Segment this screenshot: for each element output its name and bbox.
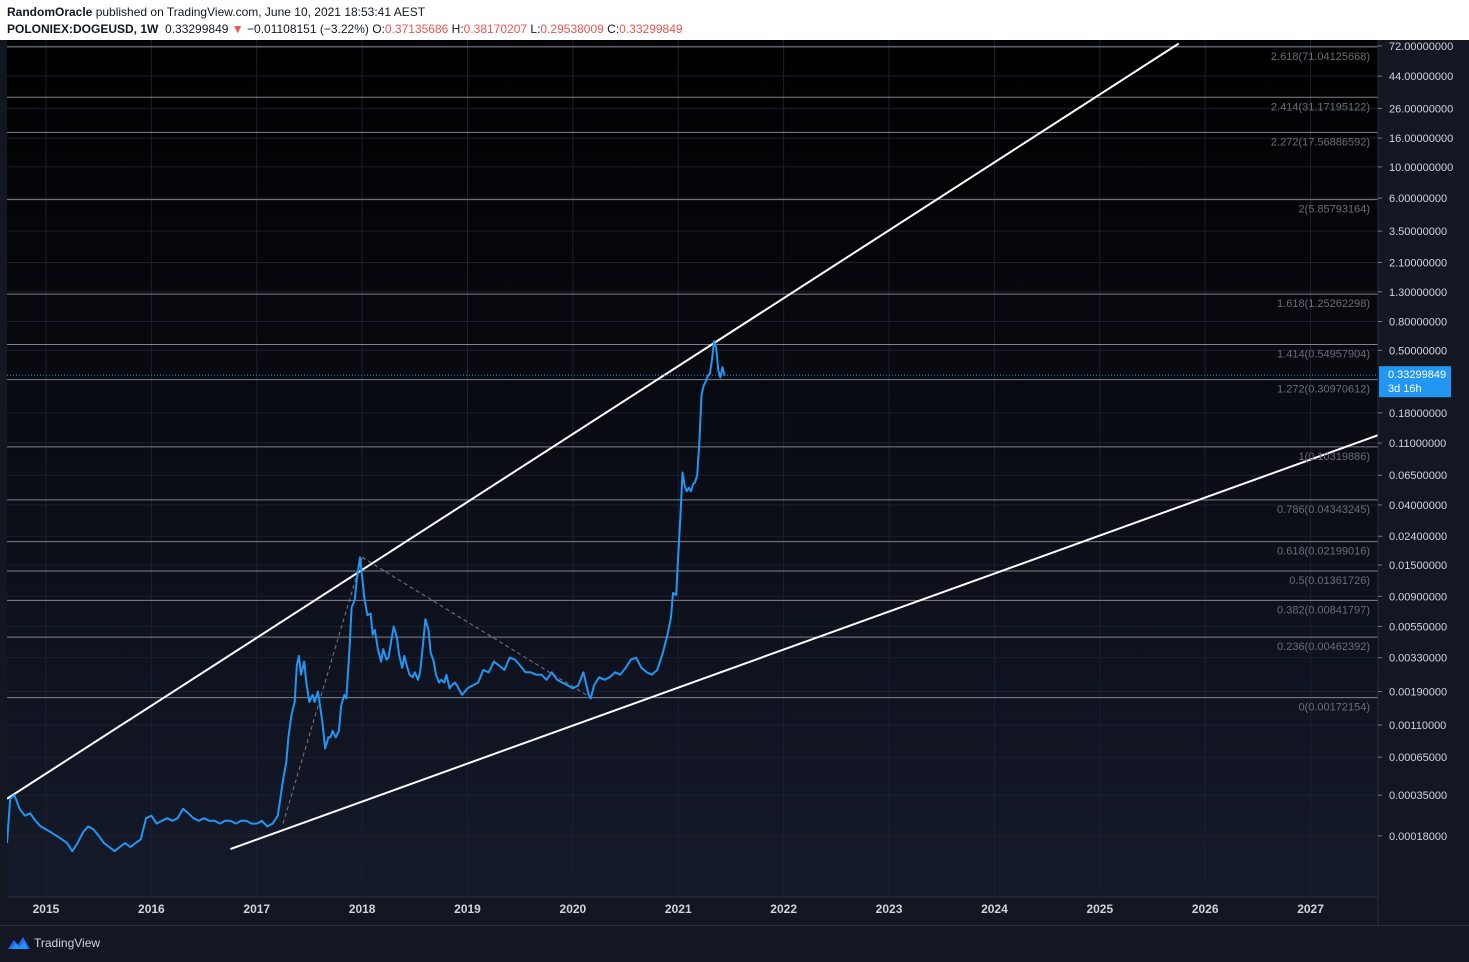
price-change: −0.01108151 (−3.22%) — [247, 22, 369, 36]
y-tick-label: 44.00000000 — [1389, 71, 1453, 83]
x-tick-label: 2022 — [770, 902, 797, 916]
x-tick-label: 2026 — [1192, 902, 1219, 916]
fib-level-label: 2.414(31.17195122) — [1271, 101, 1370, 113]
y-tick-label: 0.01500000 — [1389, 560, 1447, 572]
last-price: 0.33299849 — [165, 22, 229, 36]
fib-level-label: 0.618(0.02199016) — [1277, 546, 1370, 558]
fib-level-label: 0.786(0.04343245) — [1277, 504, 1370, 516]
x-tick-label: 2023 — [876, 902, 903, 916]
x-tick-label: 2017 — [243, 902, 270, 916]
fib-level-labels: 2.618(71.04125668) 2.414(31.17195122) 2.27… — [1271, 51, 1370, 714]
fib-level-label: 1.618(1.25262298) — [1277, 298, 1370, 310]
fib-level-label: 1(0.10319886) — [1298, 451, 1370, 463]
plot-area[interactable] — [7, 40, 1378, 897]
y-tick-label: 0.00110000 — [1389, 720, 1446, 732]
fib-level-label: 2.272(17.56886592) — [1271, 136, 1370, 148]
fib-guide-line — [361, 556, 592, 699]
trend-line[interactable] — [7, 42, 1180, 800]
y-tick-label: 0.04000000 — [1389, 500, 1447, 512]
high-value: 0.38170207 — [463, 22, 528, 36]
open-value: 0.37135686 — [384, 22, 449, 36]
ohlc-bar: POLONIEX:DOGEUSD, 1W 0.33299849 ▼ −0.011… — [7, 22, 683, 36]
open-label: O: — [372, 22, 385, 36]
y-tick-label: 1.30000000 — [1389, 287, 1447, 299]
low-value: 0.29538009 — [540, 22, 604, 36]
tradingview-logo-icon[interactable] — [8, 936, 30, 950]
trend-lines[interactable] — [7, 42, 1378, 851]
price-axis[interactable]: 72.00000000 44.00000000 26.00000000 16.0000… — [1378, 41, 1453, 843]
low-label: L: — [530, 22, 541, 36]
y-tick-label: 0.00018000 — [1389, 831, 1447, 843]
last-price-badge-value: 0.33299849 — [1388, 369, 1446, 381]
x-tick-label: 2018 — [349, 902, 376, 916]
y-tick-label: 26.00000000 — [1389, 103, 1453, 115]
fib-guide-line — [282, 557, 363, 824]
x-tick-label: 2025 — [1086, 902, 1113, 916]
y-tick-label: 0.02400000 — [1389, 531, 1447, 543]
y-tick-label: 0.80000000 — [1389, 317, 1447, 329]
fib-levels — [7, 46, 1378, 699]
y-tick-label: 2.10000000 — [1389, 257, 1447, 269]
published-text: published on TradingView.com, June 10, 2… — [92, 5, 426, 19]
x-tick-label: 2021 — [665, 902, 692, 916]
y-tick-label: 0.00190000 — [1389, 687, 1447, 699]
footer-bar: TradingView — [0, 925, 1469, 962]
y-tick-label: 72.00000000 — [1389, 41, 1453, 53]
fib-level-label: 1.272(0.30970612) — [1277, 384, 1370, 396]
y-tick-label: 16.00000000 — [1389, 133, 1453, 145]
y-tick-label: 0.00330000 — [1389, 653, 1447, 665]
y-tick-label: 0.06500000 — [1389, 470, 1447, 482]
bar-countdown: 3d 16h — [1388, 383, 1422, 395]
fib-level-label: 0(0.00172154) — [1298, 702, 1370, 714]
x-tick-label: 2024 — [981, 902, 1008, 916]
time-axis[interactable]: 2015 2016 2017 2018 2019 2020 2021 2022 2023 2024… — [33, 902, 1325, 916]
close-value: 0.33299849 — [619, 22, 683, 36]
y-tick-label: 0.00035000 — [1389, 790, 1447, 802]
fib-guide-lines — [282, 556, 592, 824]
price-chart[interactable]: 2.618(71.04125668) 2.414(31.17195122) 2.27… — [0, 40, 1469, 925]
y-tick-label: 0.11000000 — [1389, 438, 1446, 450]
y-tick-label: 10.00000000 — [1389, 162, 1453, 174]
publish-info: RandomOracle published on TradingView.co… — [7, 5, 425, 19]
high-label: H: — [451, 22, 464, 36]
down-arrow-icon: ▼ — [231, 22, 244, 36]
grid-lines — [7, 40, 1378, 897]
author-name[interactable]: RandomOracle — [7, 5, 93, 19]
y-tick-label: 0.00065000 — [1389, 752, 1447, 764]
fib-level-label: 2.618(71.04125668) — [1271, 51, 1370, 63]
y-tick-label: 0.00900000 — [1389, 591, 1447, 603]
symbol-label: POLONIEX:DOGEUSD, 1W — [7, 22, 159, 36]
y-tick-label: 0.18000000 — [1389, 408, 1447, 420]
last-price-badge: 0.33299849 3d 16h — [1379, 366, 1451, 398]
x-tick-label: 2015 — [33, 902, 60, 916]
fib-level-label: 0.5(0.01361726) — [1289, 575, 1370, 587]
tradingview-brand[interactable]: TradingView — [34, 936, 101, 950]
y-tick-label: 3.50000000 — [1389, 226, 1447, 238]
trend-line[interactable] — [230, 434, 1378, 851]
fib-level-label: 2(5.85793164) — [1298, 204, 1370, 216]
last-price-badge-bg — [1379, 366, 1451, 398]
price-series-line — [7, 340, 726, 853]
x-tick-label: 2019 — [454, 902, 481, 916]
y-tick-label: 0.00550000 — [1389, 621, 1447, 633]
y-tick-label: 6.00000000 — [1389, 193, 1447, 205]
fib-level-label: 1.414(0.54957904) — [1277, 349, 1370, 361]
close-label: C: — [607, 22, 620, 36]
publish-header: RandomOracle published on TradingView.co… — [0, 0, 1469, 40]
x-tick-label: 2027 — [1297, 902, 1324, 916]
x-tick-label: 2020 — [560, 902, 587, 916]
x-tick-label: 2016 — [138, 902, 165, 916]
fib-level-label: 0.382(0.00841797) — [1277, 604, 1370, 616]
fib-level-label: 0.236(0.00462392) — [1277, 641, 1370, 653]
y-tick-label: 0.50000000 — [1389, 345, 1447, 357]
